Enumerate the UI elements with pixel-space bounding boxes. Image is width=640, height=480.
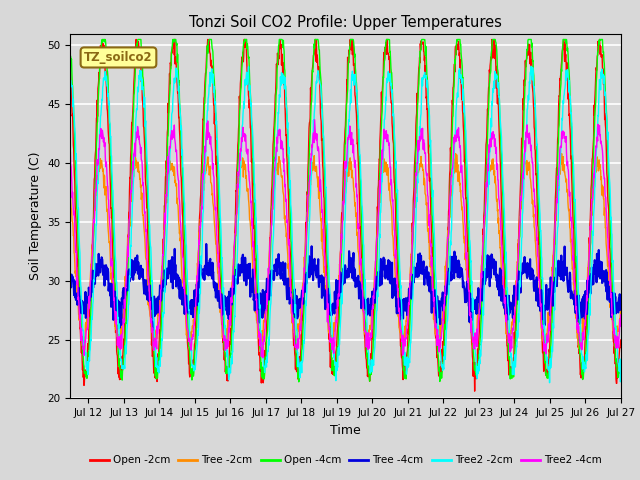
- Line: Open -4cm: Open -4cm: [70, 39, 621, 382]
- Line: Tree -4cm: Tree -4cm: [70, 244, 621, 330]
- Y-axis label: Soil Temperature (C): Soil Temperature (C): [29, 152, 42, 280]
- Tree -4cm: [67, 278, 74, 284]
- Open -4cm: [301, 288, 308, 294]
- Tree -2cm: [294, 347, 301, 353]
- Open -4cm: [295, 379, 303, 385]
- Tree2 -2cm: [312, 92, 319, 98]
- Tree -4cm: [312, 272, 320, 278]
- Open -2cm: [322, 246, 330, 252]
- Open -4cm: [312, 36, 320, 42]
- Tree -2cm: [380, 156, 388, 162]
- Open -2cm: [617, 337, 625, 343]
- Tree2 -4cm: [312, 133, 320, 139]
- Tree -2cm: [322, 292, 330, 298]
- Open -2cm: [300, 271, 308, 276]
- Tree -2cm: [452, 151, 460, 156]
- Tree2 -2cm: [132, 138, 140, 144]
- Open -2cm: [312, 58, 319, 64]
- Open -4cm: [109, 234, 117, 240]
- Tree2 -4cm: [67, 149, 74, 155]
- Line: Tree2 -4cm: Tree2 -4cm: [70, 120, 621, 358]
- Tree2 -4cm: [300, 265, 308, 271]
- Open -4cm: [617, 361, 625, 367]
- Open -4cm: [67, 53, 74, 59]
- Tree2 -4cm: [311, 117, 319, 122]
- Open -2cm: [67, 71, 74, 77]
- X-axis label: Time: Time: [330, 424, 361, 437]
- Open -4cm: [322, 219, 330, 225]
- Tree2 -4cm: [132, 154, 140, 159]
- Line: Tree2 -2cm: Tree2 -2cm: [70, 66, 621, 383]
- Tree2 -4cm: [259, 355, 267, 360]
- Legend: Open -2cm, Tree -2cm, Open -4cm, Tree -4cm, Tree2 -2cm, Tree2 -4cm: Open -2cm, Tree -2cm, Open -4cm, Tree -4…: [86, 451, 605, 469]
- Line: Open -2cm: Open -2cm: [70, 39, 621, 391]
- Tree2 -2cm: [546, 380, 554, 385]
- Tree -2cm: [312, 165, 319, 171]
- Tree2 -2cm: [67, 78, 74, 84]
- Tree -4cm: [301, 289, 308, 295]
- Text: TZ_soilco2: TZ_soilco2: [84, 51, 153, 64]
- Tree2 -4cm: [322, 274, 330, 280]
- Tree -2cm: [300, 254, 308, 260]
- Tree2 -2cm: [380, 148, 387, 154]
- Open -2cm: [109, 258, 117, 264]
- Tree -2cm: [132, 155, 140, 160]
- Tree -2cm: [67, 189, 74, 194]
- Open -4cm: [381, 59, 388, 64]
- Tree -4cm: [202, 241, 210, 247]
- Tree -4cm: [132, 255, 140, 261]
- Title: Tonzi Soil CO2 Profile: Upper Temperatures: Tonzi Soil CO2 Profile: Upper Temperatur…: [189, 15, 502, 30]
- Tree -2cm: [109, 294, 117, 300]
- Tree -4cm: [381, 256, 388, 262]
- Tree -4cm: [617, 305, 625, 311]
- Tree -4cm: [149, 327, 157, 333]
- Tree2 -2cm: [527, 63, 535, 69]
- Tree -4cm: [322, 288, 330, 294]
- Open -2cm: [132, 36, 140, 42]
- Open -4cm: [99, 36, 106, 42]
- Tree2 -2cm: [300, 338, 308, 344]
- Tree2 -4cm: [617, 312, 625, 318]
- Line: Tree -2cm: Tree -2cm: [70, 154, 621, 350]
- Tree -2cm: [617, 305, 625, 311]
- Tree -4cm: [109, 288, 117, 294]
- Open -2cm: [380, 49, 388, 55]
- Open -2cm: [471, 388, 479, 394]
- Tree2 -4cm: [109, 278, 117, 284]
- Tree2 -2cm: [617, 366, 625, 372]
- Tree2 -2cm: [321, 168, 329, 174]
- Open -2cm: [132, 49, 140, 55]
- Open -4cm: [132, 55, 140, 60]
- Tree2 -2cm: [109, 188, 117, 193]
- Tree2 -4cm: [381, 130, 388, 136]
